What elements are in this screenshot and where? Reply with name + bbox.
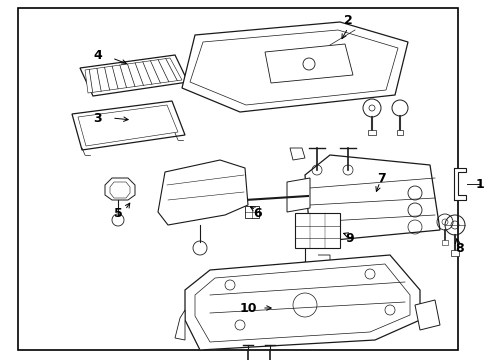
Polygon shape: [110, 182, 130, 198]
Polygon shape: [184, 255, 419, 350]
Text: 3: 3: [94, 112, 102, 125]
Polygon shape: [414, 300, 439, 330]
Polygon shape: [289, 148, 305, 160]
Polygon shape: [195, 264, 409, 342]
Bar: [367, 130, 375, 135]
Text: 7: 7: [377, 171, 386, 185]
Polygon shape: [78, 105, 178, 146]
Text: 2: 2: [343, 14, 352, 27]
Text: 1: 1: [475, 177, 484, 190]
Polygon shape: [158, 160, 247, 225]
Text: 6: 6: [253, 207, 262, 220]
Polygon shape: [305, 155, 439, 240]
Polygon shape: [453, 168, 465, 200]
Text: 10: 10: [239, 302, 256, 315]
Text: 5: 5: [113, 207, 122, 220]
Polygon shape: [175, 310, 184, 340]
Text: 4: 4: [93, 49, 102, 62]
Bar: [244, 206, 259, 218]
Text: 8: 8: [455, 242, 464, 255]
Text: 9: 9: [345, 231, 354, 244]
Bar: [18, 8, 457, 350]
Polygon shape: [182, 22, 407, 112]
Polygon shape: [105, 178, 135, 200]
Bar: [396, 130, 402, 135]
Bar: [450, 250, 458, 256]
Polygon shape: [72, 101, 184, 150]
Polygon shape: [317, 255, 329, 278]
Polygon shape: [80, 55, 187, 96]
Bar: [294, 213, 339, 248]
Bar: [441, 240, 447, 245]
Polygon shape: [264, 44, 352, 83]
Polygon shape: [85, 58, 182, 93]
Polygon shape: [190, 30, 397, 105]
Polygon shape: [286, 178, 309, 212]
